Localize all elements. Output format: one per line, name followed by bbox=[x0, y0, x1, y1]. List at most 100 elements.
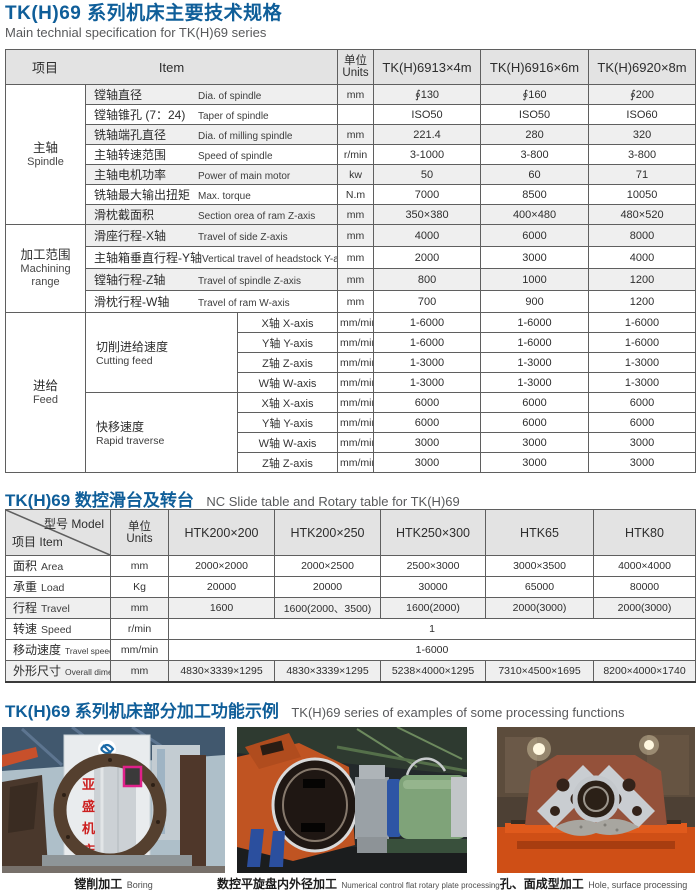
brand-char-1: 亚 bbox=[82, 777, 95, 792]
hole-surface-photo-illustration bbox=[497, 727, 695, 873]
item-label: 面积 Area bbox=[5, 555, 111, 577]
unit bbox=[337, 104, 375, 125]
value: 50 bbox=[373, 164, 482, 185]
value: 280 bbox=[480, 124, 590, 145]
value: 6000 bbox=[373, 412, 482, 433]
tool-head bbox=[122, 765, 143, 788]
section3-title-zh: TK(H)69 系列机床部分加工功能示例 bbox=[5, 702, 279, 721]
value: 1-3000 bbox=[480, 352, 590, 373]
value: 1-6000 bbox=[373, 332, 482, 353]
value: 8200×4000×1740 bbox=[593, 660, 696, 682]
axis-label: Y轴 Y-axis bbox=[236, 332, 339, 353]
group-label: 主轴 Spindle bbox=[5, 84, 86, 225]
item-label: 主轴箱垂直行程-Y轴Vertical travel of headstock Y… bbox=[84, 246, 339, 269]
spec-row: 主轴箱垂直行程-Y轴Vertical travel of headstock Y… bbox=[6, 246, 697, 269]
axis-label: X轴 X-axis bbox=[236, 392, 339, 413]
unit: mm/min bbox=[337, 352, 375, 373]
unit: Kg bbox=[110, 576, 169, 598]
green-spindle bbox=[399, 775, 467, 839]
spec-row: 主轴 Spindle 镗轴直径 Dia. of spindle mm ∮130 ∮160 ∮2… bbox=[5, 84, 697, 225]
spec-header-model-2: TK(H)6916×6m bbox=[480, 49, 590, 85]
value: 2000 bbox=[373, 246, 482, 269]
unit: mm bbox=[337, 124, 375, 145]
spec-row: 加工范围 Machining range 滑座行程-X轴 Travel of side… bbox=[5, 224, 697, 313]
item-label: 镗轴锥孔 (7：24) Taper of spindle bbox=[84, 104, 339, 125]
axis-label: Z轴 Z-axis bbox=[236, 452, 339, 473]
unit: mm bbox=[110, 555, 169, 577]
unit: mm bbox=[337, 224, 375, 247]
value: 2000(3000) bbox=[593, 597, 696, 619]
value: 3000 bbox=[373, 452, 482, 473]
value: 3-800 bbox=[480, 144, 590, 165]
brand-char-2: 盛 bbox=[82, 799, 95, 814]
orange-table bbox=[497, 827, 695, 873]
value: 3000 bbox=[480, 452, 590, 473]
value: 1-3000 bbox=[588, 352, 697, 373]
group-label: 进给 Feed bbox=[5, 312, 86, 473]
value: 1-3000 bbox=[373, 352, 482, 373]
value: 1600(2000) bbox=[380, 597, 486, 619]
subgroup-label: 快移速度 Rapid traverse bbox=[85, 392, 238, 473]
spec-header-model-3: TK(H)6920×8m bbox=[588, 49, 697, 85]
value: 5238×4000×1295 bbox=[380, 660, 486, 682]
item-label: 滑枕截面积 Section orea of ram Z-axis bbox=[84, 204, 339, 225]
value: 6000 bbox=[373, 392, 482, 413]
bore-opening bbox=[273, 759, 357, 851]
value: 2000×2500 bbox=[274, 555, 381, 577]
value: 1-3000 bbox=[588, 372, 697, 393]
unit: mm bbox=[337, 290, 375, 313]
group-label: 加工范围 Machining range bbox=[5, 224, 86, 313]
value: 4830×3339×1295 bbox=[168, 660, 275, 682]
slide-header-row: 型号 Model 项目 Item 单位 Units HTK200×200 HTK… bbox=[5, 509, 696, 556]
value: 350×380 bbox=[373, 204, 482, 225]
value: 3000 bbox=[373, 432, 482, 453]
caption-rotary-plate: 数控平旋盘内外径加工 Numerical control flat rotary… bbox=[217, 875, 500, 892]
unit: N.m bbox=[337, 184, 375, 205]
photo-boring-processing: 亚 盛 机 床 bbox=[2, 727, 225, 873]
brand-char-3: 机 bbox=[82, 821, 95, 836]
value: 1600 bbox=[168, 597, 275, 619]
item-label: 移动速度 Travel speed bbox=[5, 639, 111, 661]
section1-title-zh: TK(H)69 系列机床主要技术规格 bbox=[5, 3, 283, 24]
value: 8000 bbox=[588, 224, 697, 247]
unit: mm/min bbox=[337, 372, 375, 393]
spec-header-units: 单位 Units bbox=[337, 49, 375, 85]
value: 60 bbox=[480, 164, 590, 185]
photo-rotary-plate-processing bbox=[237, 727, 467, 873]
unit: mm bbox=[110, 660, 169, 682]
value: 4000×4000 bbox=[593, 555, 696, 577]
value: ∮130 bbox=[373, 84, 482, 105]
slide-header-model-3: HTK250×300 bbox=[380, 509, 486, 556]
axis-label: Y轴 Y-axis bbox=[236, 412, 339, 433]
value: 800 bbox=[373, 268, 482, 291]
slide-header-model-2: HTK200×250 bbox=[274, 509, 381, 556]
slide-row: 行程 Travel mm 1600 1600(2000、3500) 1600(2000) 2… bbox=[5, 597, 696, 619]
value: 4830×3339×1295 bbox=[274, 660, 381, 682]
value: 1-6000 bbox=[168, 639, 696, 661]
axis-label: X轴 X-axis bbox=[236, 312, 339, 333]
slide-header-units-zh: 单位 bbox=[128, 520, 151, 533]
value: 2500×3000 bbox=[380, 555, 486, 577]
slide-header-item-zh: 项目 bbox=[12, 535, 37, 549]
value: 221.4 bbox=[373, 124, 482, 145]
caption-boring-zh: 镗削加工 bbox=[74, 877, 123, 891]
unit: mm/min bbox=[110, 639, 169, 661]
item-label: 铣轴端孔直径 Dia. of milling spindle bbox=[84, 124, 339, 145]
item-label: 行程 Travel bbox=[5, 597, 111, 619]
caption-boring-en: Boring bbox=[126, 880, 153, 890]
unit: mm bbox=[337, 204, 375, 225]
value: 1-6000 bbox=[588, 332, 697, 353]
value: 20000 bbox=[274, 576, 381, 598]
caption-hole-surface-en: Hole, surface processing bbox=[588, 880, 688, 890]
value: 1200 bbox=[588, 268, 697, 291]
item-label: 承重 Load bbox=[5, 576, 111, 598]
axis-label: W轴 W-axis bbox=[236, 372, 339, 393]
value: 1600(2000、3500) bbox=[274, 597, 381, 619]
unit: mm bbox=[337, 268, 375, 291]
item-label: 滑枕行程-W轴 Travel of ram W-axis bbox=[84, 290, 339, 313]
brand-logo bbox=[100, 743, 115, 755]
slide-header-units: 单位 Units bbox=[110, 509, 169, 556]
value: 1000 bbox=[480, 268, 590, 291]
